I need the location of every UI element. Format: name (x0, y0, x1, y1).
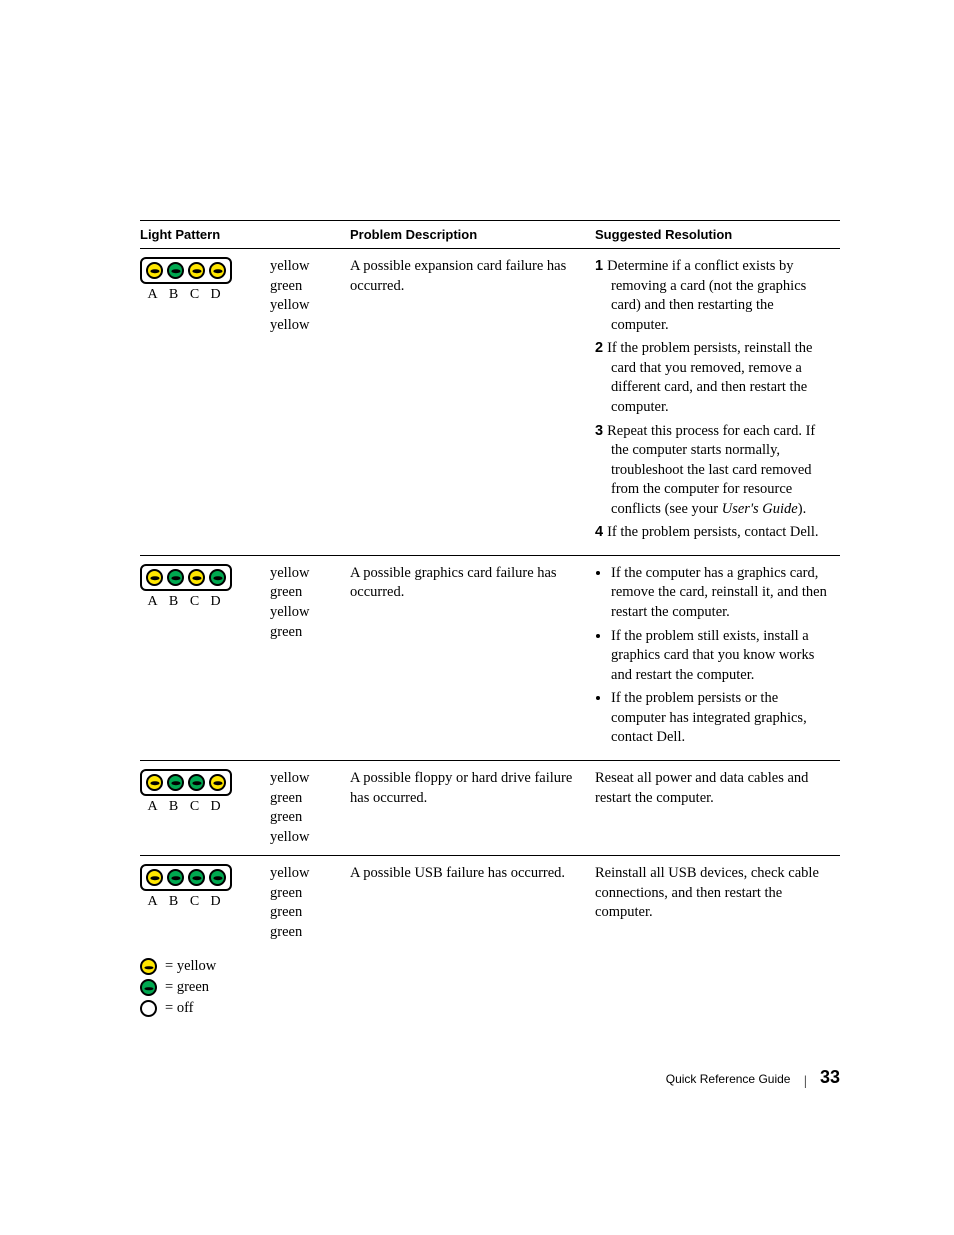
led-label: D (207, 893, 224, 912)
legend: = yellow = green = off (140, 958, 840, 1017)
led-label: D (207, 286, 224, 305)
resolution-step: Determine if a conflict exists by removi… (595, 257, 834, 335)
led-a (146, 569, 163, 586)
suggested-resolution: Reinstall all USB devices, check cable c… (595, 856, 840, 951)
resolution-bullet: If the problem persists or the computer … (611, 689, 834, 748)
led-a (146, 869, 163, 886)
legend-row: = off (140, 1000, 840, 1017)
led-label: C (186, 286, 203, 305)
light-pattern-graphic: A B C D (140, 564, 232, 612)
light-color-list: yellow green yellow yellow (270, 249, 350, 556)
led-d (209, 774, 226, 791)
table-row: A B C D yellow green yellow yellow A pos… (140, 249, 840, 556)
resolution-step: Repeat this process for each card. If th… (595, 422, 834, 520)
header-resolution: Suggested Resolution (595, 221, 840, 249)
led-label: A (144, 798, 161, 817)
light-color-list: yellow green green green (270, 856, 350, 951)
led-label: C (186, 798, 203, 817)
table-row: A B C D yellow green green yellow A poss… (140, 760, 840, 855)
led-label: C (186, 593, 203, 612)
page-number: 33 (820, 1067, 840, 1087)
light-color-list: yellow green yellow green (270, 555, 350, 760)
resolution-bullet: If the problem still exists, install a g… (611, 627, 834, 686)
legend-led-off (140, 1000, 157, 1017)
resolution-step: If the problem persists, contact Dell. (595, 523, 834, 543)
led-label: D (207, 593, 224, 612)
led-a (146, 262, 163, 279)
resolution-step: If the problem persists, reinstall the c… (595, 339, 834, 417)
light-pattern-graphic: A B C D (140, 769, 232, 817)
led-c (188, 262, 205, 279)
led-label: B (165, 593, 182, 612)
legend-row: = yellow (140, 958, 840, 975)
legend-led-yellow (140, 958, 157, 975)
problem-description: A possible USB failure has occurred. (350, 856, 595, 951)
led-label: B (165, 798, 182, 817)
led-label: A (144, 593, 161, 612)
problem-description: A possible expansion card failure has oc… (350, 249, 595, 556)
page-footer: Quick Reference Guide | 33 (666, 1067, 840, 1090)
table-row: A B C D yellow green yellow green A poss… (140, 555, 840, 760)
led-c (188, 869, 205, 886)
led-label: A (144, 286, 161, 305)
led-label: B (165, 893, 182, 912)
problem-description: A possible floppy or hard drive failure … (350, 760, 595, 855)
footer-title: Quick Reference Guide (666, 1072, 791, 1086)
problem-description: A possible graphics card failure has occ… (350, 555, 595, 760)
led-d (209, 262, 226, 279)
legend-led-green (140, 979, 157, 996)
led-b (167, 869, 184, 886)
suggested-resolution: If the computer has a graphics card, rem… (595, 555, 840, 760)
light-color-list: yellow green green yellow (270, 760, 350, 855)
led-b (167, 774, 184, 791)
light-pattern-graphic: A B C D (140, 257, 232, 305)
table-row: A B C D yellow green green green A possi… (140, 856, 840, 951)
led-label: D (207, 798, 224, 817)
led-d (209, 869, 226, 886)
page: Light Pattern Problem Description Sugges… (0, 0, 954, 1235)
led-label: B (165, 286, 182, 305)
resolution-bullet: If the computer has a graphics card, rem… (611, 564, 834, 623)
led-b (167, 569, 184, 586)
header-problem: Problem Description (350, 221, 595, 249)
led-a (146, 774, 163, 791)
suggested-resolution: Determine if a conflict exists by removi… (595, 249, 840, 556)
legend-row: = green (140, 979, 840, 996)
header-light-pattern: Light Pattern (140, 221, 350, 249)
led-label: A (144, 893, 161, 912)
suggested-resolution: Reseat all power and data cables and res… (595, 760, 840, 855)
light-pattern-graphic: A B C D (140, 864, 232, 912)
led-label: C (186, 893, 203, 912)
led-c (188, 569, 205, 586)
led-c (188, 774, 205, 791)
footer-separator-icon: | (804, 1074, 807, 1090)
led-b (167, 262, 184, 279)
led-d (209, 569, 226, 586)
diagnostic-lights-table: Light Pattern Problem Description Sugges… (140, 220, 840, 950)
